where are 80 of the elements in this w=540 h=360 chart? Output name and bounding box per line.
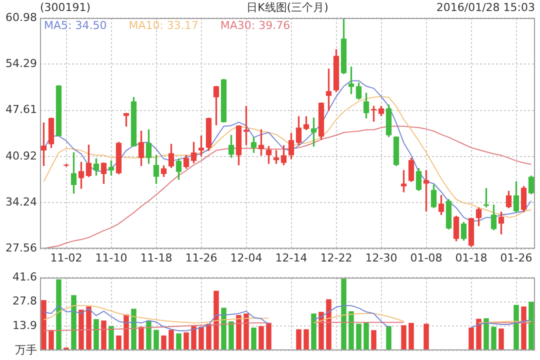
bar [214, 290, 219, 350]
text: MA30: 39.76 [220, 18, 290, 32]
x-tick-label: 12-30 [365, 251, 398, 264]
x-tick-label: 01-08 [410, 251, 442, 264]
candlestick [220, 78, 227, 122]
bar [386, 326, 392, 350]
bar [176, 333, 182, 350]
bar [228, 321, 234, 350]
y-tick-label: 47.61 [6, 103, 37, 116]
bar [311, 313, 316, 350]
bar [266, 322, 272, 350]
x-tick-label: 11-10 [95, 251, 128, 264]
bar [424, 324, 429, 350]
x-tick-label: 11-26 [185, 251, 218, 264]
x-tick-label: 01-18 [455, 251, 488, 264]
bar [498, 328, 504, 350]
bar [221, 308, 226, 350]
bar [191, 326, 196, 350]
chart-subtitle: 日K线图(三个月) [246, 0, 328, 14]
x-tick-label: 11-02 [50, 251, 82, 264]
bar [108, 326, 114, 350]
bar [94, 319, 99, 350]
bar [71, 295, 76, 350]
bar [41, 300, 46, 350]
bar [251, 328, 256, 350]
bar [86, 306, 92, 350]
y-tick-label: 13.9 [12, 318, 37, 332]
bar [521, 306, 526, 350]
bar [146, 320, 152, 350]
bar [168, 330, 174, 350]
bar [356, 324, 362, 350]
bar [408, 322, 414, 350]
x-tick-label: 11-18 [140, 251, 172, 264]
bar [364, 322, 369, 350]
y-tick-label: 40.92 [6, 149, 37, 162]
bar [258, 326, 264, 350]
bar [244, 313, 249, 350]
bar [304, 329, 309, 350]
y-tick-label: 34.24 [6, 196, 37, 209]
bar [48, 330, 54, 350]
text: MA10: 33.17 [128, 18, 198, 32]
y-tick-label: 41.6 [12, 270, 37, 284]
y-tick-label: 54.29 [6, 57, 37, 70]
bar [184, 332, 189, 350]
bar [484, 318, 489, 350]
x-tick-label: 12-14 [275, 251, 308, 264]
bar [116, 336, 122, 350]
x-tick-label: 12-04 [230, 251, 262, 264]
text: 2016/01/28 15:03 [436, 0, 535, 14]
y-tick-label: 27.56 [6, 242, 37, 255]
bar [401, 325, 406, 350]
chart-title: (300191) [40, 0, 91, 14]
bar [341, 278, 346, 350]
bar [124, 314, 129, 350]
bar [198, 326, 204, 350]
bar [514, 304, 519, 350]
y-tick-label: 27.8 [12, 294, 37, 308]
bar [476, 318, 482, 350]
bar [318, 312, 324, 350]
bar [528, 302, 534, 350]
bar [326, 299, 332, 350]
y-tick-label: 60.98 [6, 10, 37, 24]
bar [131, 308, 136, 350]
bar [154, 330, 159, 350]
x-tick-label: 12-22 [320, 251, 352, 264]
bar [78, 310, 84, 350]
bar [101, 320, 106, 350]
bar [236, 315, 242, 350]
bar [371, 330, 376, 350]
bar [348, 311, 354, 350]
text: MA5: 34.50 [44, 18, 107, 32]
bar [296, 329, 302, 350]
y-tick-label: 万手 [15, 343, 37, 356]
bar [491, 326, 496, 350]
bar [206, 324, 212, 350]
bar [468, 328, 474, 350]
bar [56, 279, 62, 350]
x-tick-label: 01-26 [500, 251, 532, 264]
bar [138, 326, 144, 350]
bar [161, 336, 166, 350]
